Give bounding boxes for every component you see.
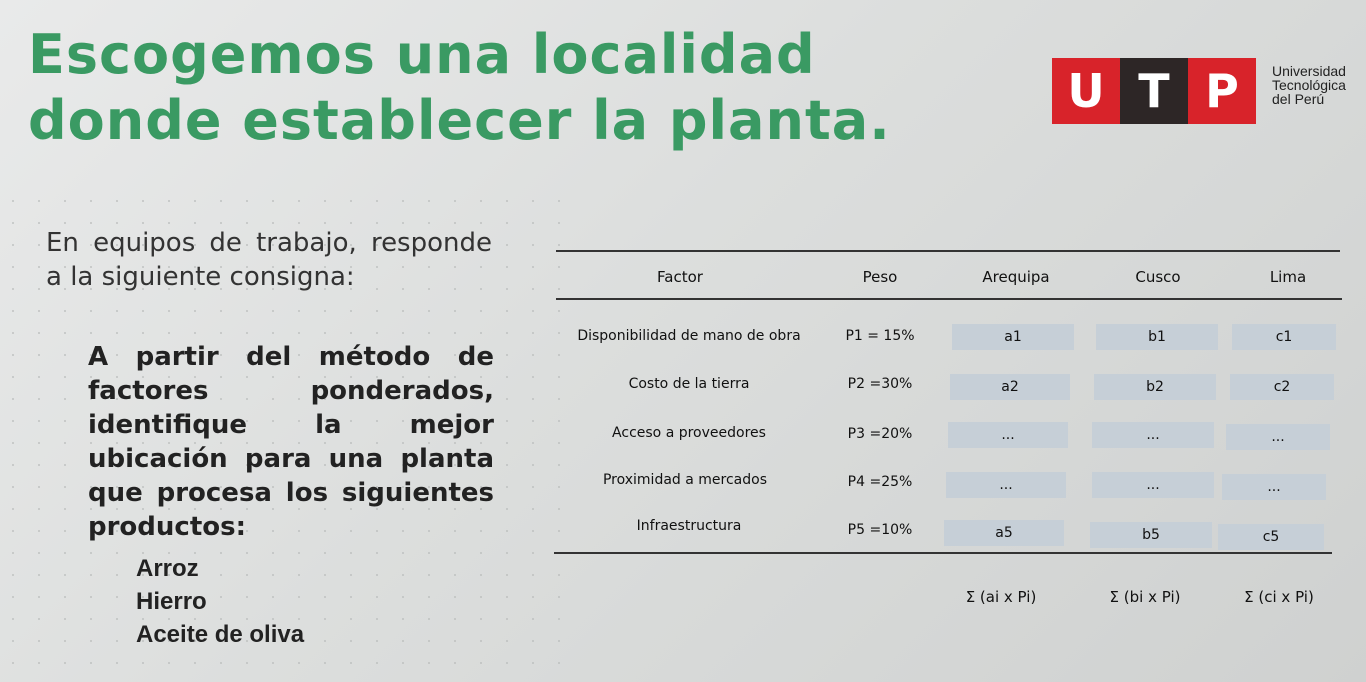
product-item: Hierro [136,588,207,615]
product-item: Aceite de oliva [136,621,305,648]
score-cell: a2 [950,374,1070,400]
title-line-1: Escogemos una localidad [28,23,816,86]
factor-label: Disponibilidad de mano de obra [577,328,801,344]
weight-value: P5 =10% [847,522,913,538]
product-list: Arroz Hierro Aceite de oliva [136,552,304,651]
table-bottom-rule [554,552,1332,554]
header-arequipa: Arequipa [982,268,1050,286]
score-cell: ... [1222,474,1326,500]
header-cusco: Cusco [1135,268,1181,286]
score-cell: ... [946,472,1066,498]
product-item: Arroz [136,555,199,582]
weight-value: P4 =25% [847,474,913,490]
score-cell: b2 [1094,374,1216,400]
score-cell: c1 [1232,324,1336,350]
logo-text-line-1: Universidad [1272,63,1346,79]
header-lima: Lima [1269,268,1307,286]
weight-value: P2 =30% [847,376,913,392]
weight-value: P3 =20% [847,426,913,442]
header-peso: Peso [862,268,898,286]
score-cell: ... [1226,424,1330,450]
dotted-background [0,190,560,682]
logo-text-line-2: Tecnológica [1272,77,1346,93]
instruction-text: A partir del método de factores ponderad… [88,342,494,542]
logo-letter-t: T [1120,58,1188,124]
logo-letter-p: P [1188,58,1256,124]
score-cell: ... [948,422,1068,448]
factor-label: Acceso a proveedores [612,425,766,441]
logo-text: Universidad Tecnológica del Perú [1272,64,1366,106]
logo-text-line-3: del Perú [1272,91,1325,107]
factor-table: Factor Peso Arequipa Cusco Lima Disponib… [550,240,1350,620]
sum-lima: Σ (ci x Pi) [1244,588,1314,606]
page-title: Escogemos una localidad donde establecer… [28,22,891,154]
factor-label: Proximidad a mercados [602,472,768,488]
factor-label: Infraestructura [636,518,742,534]
score-cell: c2 [1230,374,1334,400]
score-cell: ... [1092,472,1214,498]
header-factor: Factor [657,268,703,286]
score-cell: b1 [1096,324,1218,350]
sum-arequipa: Σ (ai x Pi) [965,588,1037,606]
weight-value: P1 = 15% [845,328,915,344]
score-cell: c5 [1218,524,1324,550]
sum-cusco: Σ (bi x Pi) [1109,588,1181,606]
score-cell: a5 [944,520,1064,546]
score-cell: ... [1092,422,1214,448]
table-top-rule [556,250,1340,252]
header-bottom-rule [556,298,1342,300]
intro-text: En equipos de trabajo, responde a la sig… [46,228,492,292]
title-line-2: donde establecer la planta. [28,89,891,152]
score-cell: b5 [1090,522,1212,548]
score-cell: a1 [952,324,1074,350]
factor-label: Costo de la tierra [628,376,750,392]
logo-letter-u: U [1052,58,1120,124]
